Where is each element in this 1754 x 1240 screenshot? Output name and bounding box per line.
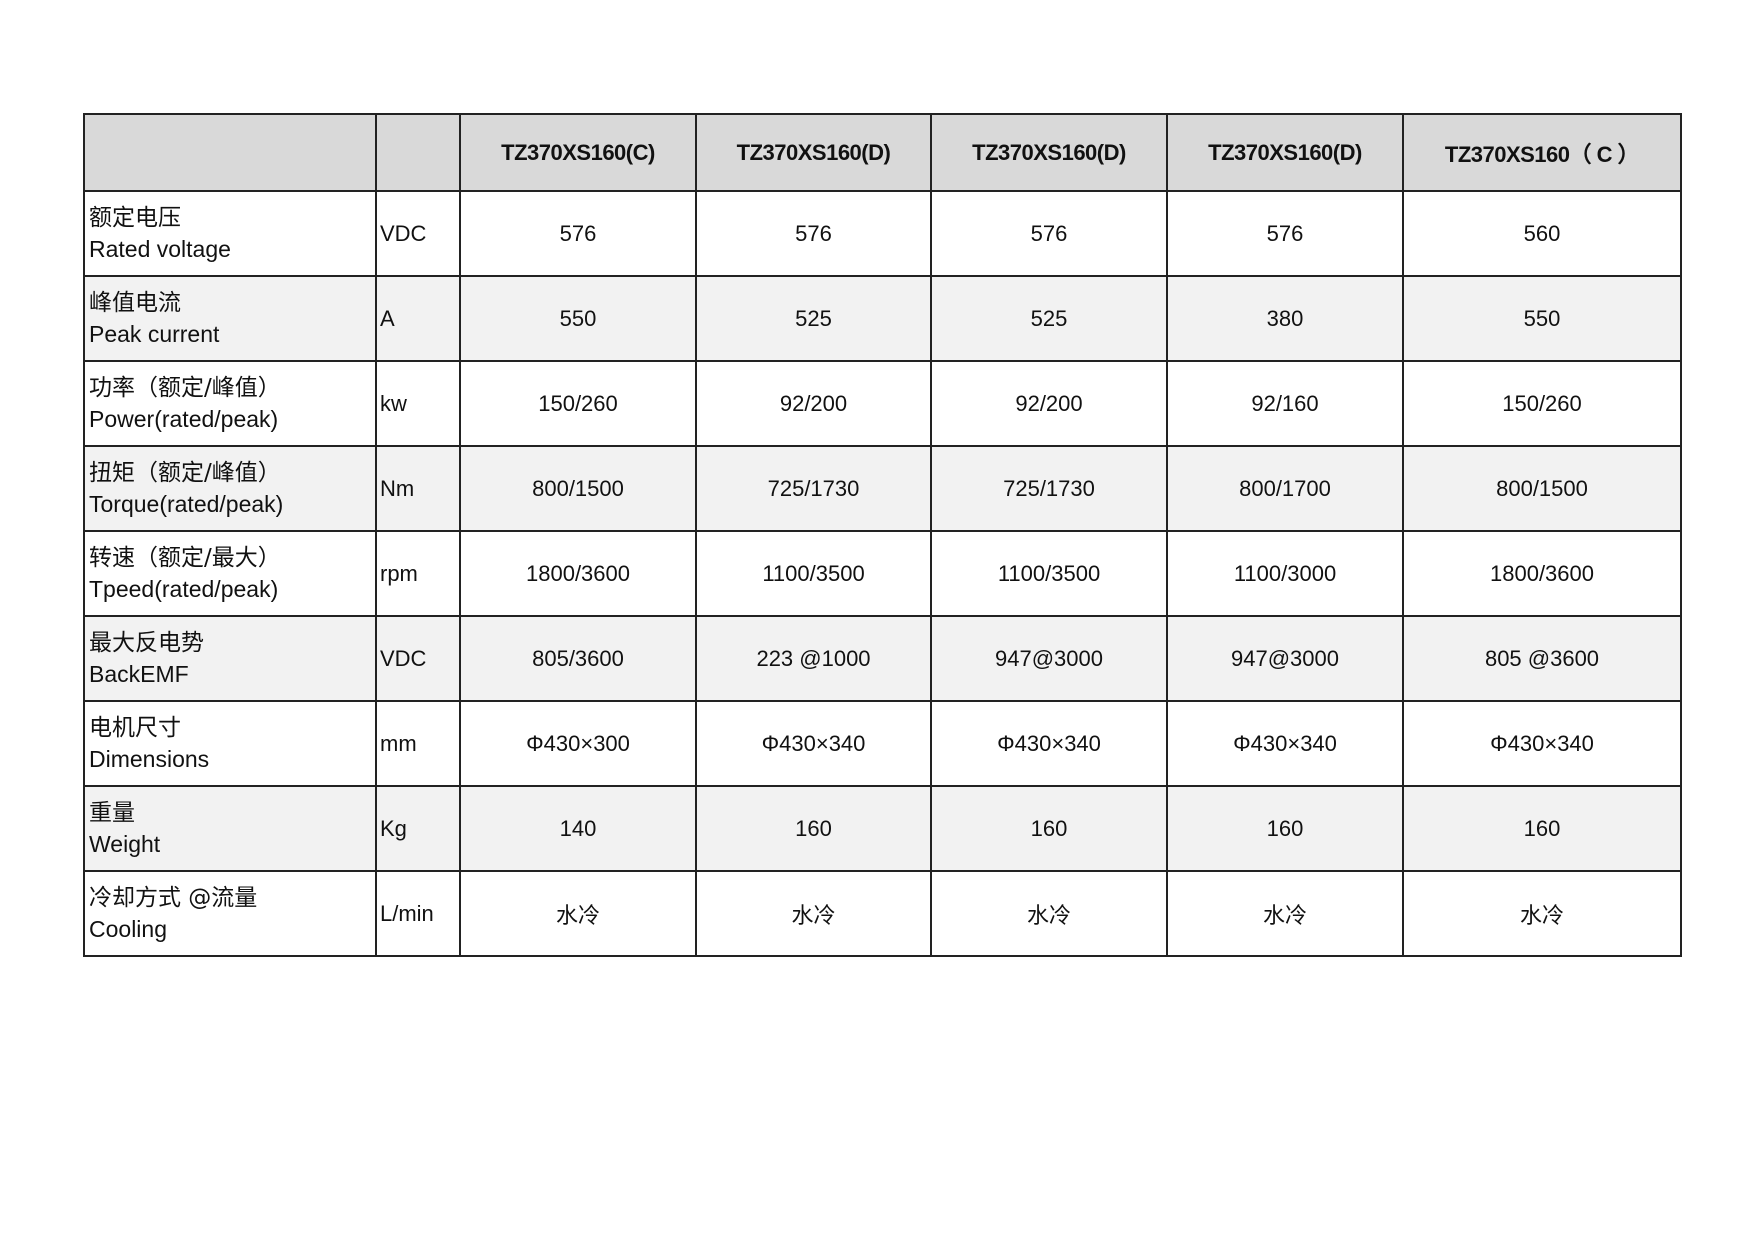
row-label: 转速（额定/最大） Tpeed(rated/peak) [83, 530, 377, 617]
label-zh: 最大反电势 [89, 629, 204, 656]
label-zh: 重量 [89, 799, 135, 826]
header-row: TZ370XS160(C) TZ370XS160(D) TZ370XS160(D… [83, 113, 1682, 192]
label-zh: 峰值电流 [89, 289, 181, 316]
label-en: Rated voltage [89, 235, 231, 262]
table-row: 功率（额定/峰值） Power(rated/peak) kw 150/260 92/20… [83, 360, 1682, 447]
value-cell: 水冷 [1402, 870, 1682, 957]
header-cell: TZ370XS160(C) [459, 113, 697, 192]
value-cell: 576 [695, 190, 932, 277]
unit-cell: mm [375, 700, 461, 787]
header-cell: TZ370XS160(D) [695, 113, 932, 192]
value-cell: 800/1700 [1166, 445, 1404, 532]
label-zh: 功率（额定/峰值） [89, 374, 281, 401]
unit-cell: Kg [375, 785, 461, 872]
label-zh: 电机尺寸 [89, 714, 181, 741]
value-cell: 92/200 [695, 360, 932, 447]
label-en: Dimensions [89, 745, 210, 772]
value-cell: Φ430×340 [1166, 700, 1404, 787]
motor-spec-table: TZ370XS160(C) TZ370XS160(D) TZ370XS160(D… [83, 113, 1682, 957]
value-cell: Φ430×340 [1402, 700, 1682, 787]
value-cell: 725/1730 [930, 445, 1168, 532]
unit-cell: A [375, 275, 461, 362]
row-label: 冷却方式 @流量 Cooling [83, 870, 377, 957]
value-cell: 1100/3500 [930, 530, 1168, 617]
value-cell: 160 [695, 785, 932, 872]
value-cell: 947@3000 [930, 615, 1168, 702]
value-cell: Φ430×300 [459, 700, 697, 787]
value-cell: 水冷 [1166, 870, 1404, 957]
label-en: BackEMF [89, 660, 189, 687]
value-cell: 725/1730 [695, 445, 932, 532]
value-cell: 947@3000 [1166, 615, 1404, 702]
label-zh: 额定电压 [89, 204, 181, 231]
value-cell: 1800/3600 [1402, 530, 1682, 617]
value-cell: 1100/3500 [695, 530, 932, 617]
value-cell: 1100/3000 [1166, 530, 1404, 617]
header-cell [375, 113, 461, 192]
unit-cell: kw [375, 360, 461, 447]
value-cell: 160 [1402, 785, 1682, 872]
label-en: Torque(rated/peak) [89, 490, 284, 517]
table-row: 扭矩（额定/峰值） Torque(rated/peak) Nm 800/1500 725… [83, 445, 1682, 532]
row-label: 功率（额定/峰值） Power(rated/peak) [83, 360, 377, 447]
value-cell: 水冷 [930, 870, 1168, 957]
value-cell: 160 [1166, 785, 1404, 872]
value-cell: 576 [1166, 190, 1404, 277]
table-row: 最大反电势 BackEMF VDC 805/3600 223 @1000 947@3000… [83, 615, 1682, 702]
row-label: 重量 Weight [83, 785, 377, 872]
label-zh: 转速（额定/最大） [89, 544, 281, 571]
value-cell: 140 [459, 785, 697, 872]
value-cell: 水冷 [459, 870, 697, 957]
value-cell: Φ430×340 [930, 700, 1168, 787]
value-cell: 800/1500 [1402, 445, 1682, 532]
value-cell: 525 [930, 275, 1168, 362]
label-en: Weight [89, 830, 161, 857]
header-cell [83, 113, 377, 192]
value-cell: 160 [930, 785, 1168, 872]
value-cell: 150/260 [1402, 360, 1682, 447]
row-label: 最大反电势 BackEMF [83, 615, 377, 702]
label-zh: 冷却方式 @流量 [89, 884, 258, 911]
unit-cell: Nm [375, 445, 461, 532]
row-label: 额定电压 Rated voltage [83, 190, 377, 277]
header-cell: TZ370XS160(D) [1166, 113, 1404, 192]
value-cell: 550 [459, 275, 697, 362]
label-zh: 扭矩（额定/峰值） [89, 459, 281, 486]
table-row: 重量 Weight Kg 140 160 160 160 160 [83, 785, 1682, 872]
unit-cell: rpm [375, 530, 461, 617]
value-cell: Φ430×340 [695, 700, 932, 787]
value-cell: 150/260 [459, 360, 697, 447]
label-en: Tpeed(rated/peak) [89, 575, 279, 602]
value-cell: 92/200 [930, 360, 1168, 447]
value-cell: 805 @3600 [1402, 615, 1682, 702]
value-cell: 水冷 [695, 870, 932, 957]
row-label: 扭矩（额定/峰值） Torque(rated/peak) [83, 445, 377, 532]
header-cell: TZ370XS160（ C ） [1402, 113, 1682, 192]
value-cell: 380 [1166, 275, 1404, 362]
table-row: 转速（额定/最大） Tpeed(rated/peak) rpm 1800/3600 11… [83, 530, 1682, 617]
value-cell: 560 [1402, 190, 1682, 277]
label-en: Cooling [89, 915, 167, 942]
value-cell: 805/3600 [459, 615, 697, 702]
unit-cell: VDC [375, 190, 461, 277]
label-en: Power(rated/peak) [89, 405, 279, 432]
unit-cell: VDC [375, 615, 461, 702]
value-cell: 223 @1000 [695, 615, 932, 702]
row-label: 电机尺寸 Dimensions [83, 700, 377, 787]
table-row: 电机尺寸 Dimensions mm Φ430×300 Φ430×340 Φ430×340… [83, 700, 1682, 787]
table-row: 冷却方式 @流量 Cooling L/min 水冷 水冷 水冷 水冷 水冷 [83, 870, 1682, 957]
value-cell: 525 [695, 275, 932, 362]
label-en: Peak current [89, 320, 220, 347]
row-label: 峰值电流 Peak current [83, 275, 377, 362]
value-cell: 92/160 [1166, 360, 1404, 447]
header-cell: TZ370XS160(D) [930, 113, 1168, 192]
unit-cell: L/min [375, 870, 461, 957]
table-row: 峰值电流 Peak current A 550 525 525 380 550 [83, 275, 1682, 362]
value-cell: 800/1500 [459, 445, 697, 532]
value-cell: 550 [1402, 275, 1682, 362]
table-row: 额定电压 Rated voltage VDC 576 576 576 576 560 [83, 190, 1682, 277]
value-cell: 1800/3600 [459, 530, 697, 617]
value-cell: 576 [459, 190, 697, 277]
value-cell: 576 [930, 190, 1168, 277]
